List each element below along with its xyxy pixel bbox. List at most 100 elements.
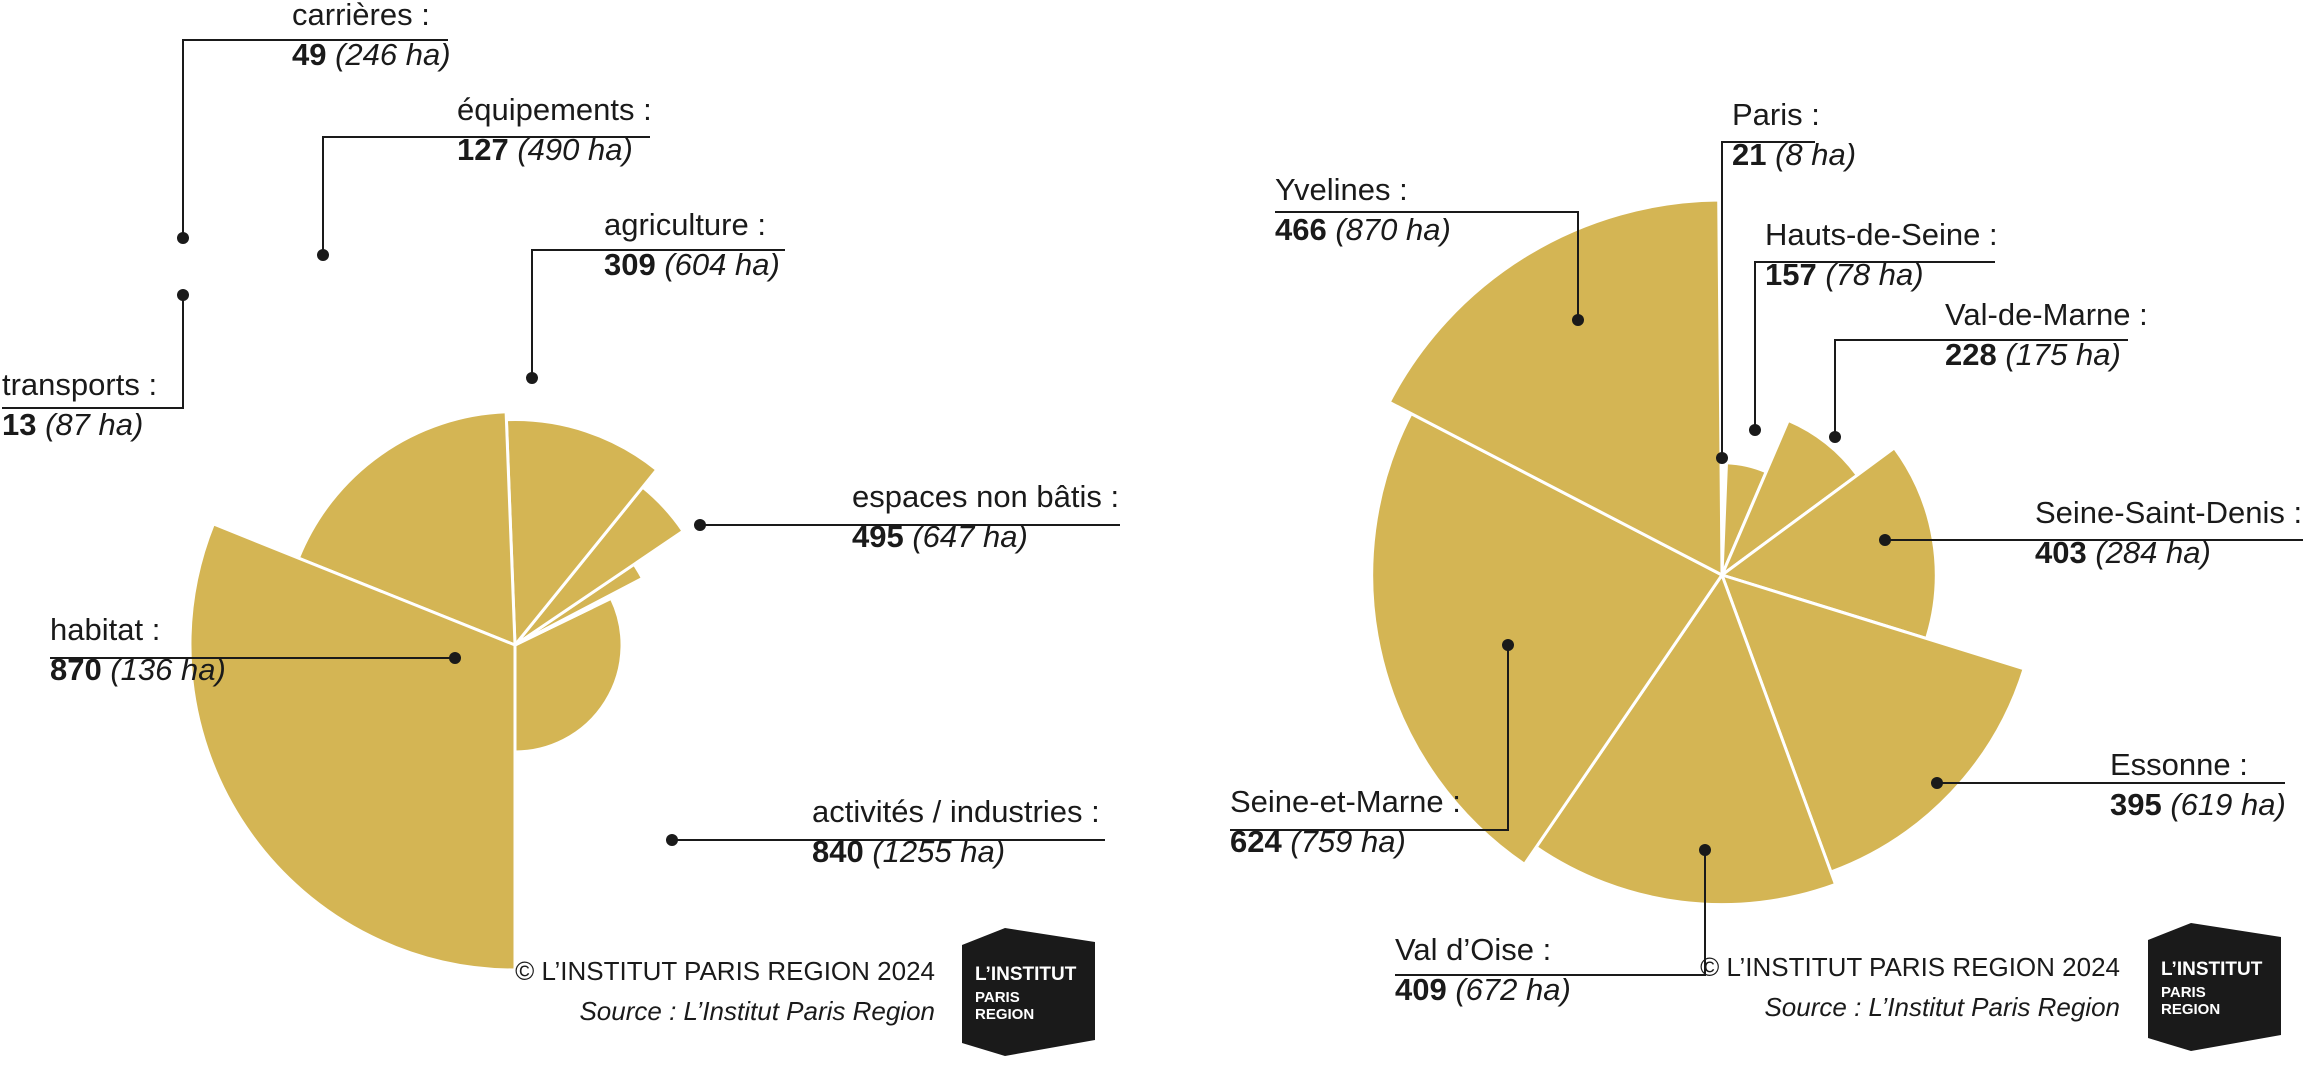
label-value-hauts-de-seine: 157 (78 ha)	[1765, 257, 1924, 292]
label-value-yvelines: 466 (870 ha)	[1275, 212, 1451, 247]
leader-dot-equipements	[317, 249, 329, 261]
area-equipements: (490 ha)	[517, 132, 632, 167]
label-name-yvelines: Yvelines :	[1275, 172, 1408, 207]
credit-left: © L’INSTITUT PARIS REGION 2024	[515, 956, 935, 986]
leader-dot-val-de-marne	[1829, 431, 1841, 443]
area-essonne: (619 ha)	[2170, 787, 2285, 822]
label-name-espaces-non-batis: espaces non bâtis :	[852, 479, 1119, 514]
slice-agriculture	[504, 418, 659, 647]
label-name-habitat: habitat :	[50, 612, 160, 647]
leader-line-val-d-oise	[1395, 850, 1706, 976]
label-name-transports: transports :	[2, 367, 157, 402]
logo-line1-right: L’INSTITUT	[2161, 959, 2263, 980]
leader-dot-agriculture	[526, 372, 538, 384]
leader-dot-transports	[177, 289, 189, 301]
label-value-seine-saint-denis: 403 (284 ha)	[2035, 535, 2211, 570]
label-value-val-d-oise: 409 (672 ha)	[1395, 972, 1571, 1007]
label-name-carrieres: carrières :	[292, 0, 430, 32]
label-name-essonne: Essonne :	[2110, 747, 2248, 782]
area-agriculture: (604 ha)	[664, 247, 779, 282]
logo-line2-right: PARIS	[2161, 984, 2206, 1001]
leader-line-seine-et-marne	[1230, 645, 1509, 831]
source-left: Source : L’Institut Paris Region	[579, 996, 935, 1026]
label-name-paris: Paris :	[1732, 97, 1820, 132]
label-value-espaces-non-batis: 495 (647 ha)	[852, 519, 1028, 554]
leader-dot-espaces-non-batis	[694, 519, 706, 531]
credit-block-right: © L’INSTITUT PARIS REGION 2024 Source : …	[1700, 923, 2281, 1051]
area-espaces-non-batis: (647 ha)	[912, 519, 1027, 554]
leader-dot-paris	[1716, 452, 1728, 464]
leader-dot-activites-industries	[666, 834, 678, 846]
value-espaces-non-batis: 495	[852, 519, 912, 554]
label-name-val-de-marne: Val-de-Marne :	[1945, 297, 2148, 332]
value-seine-saint-denis: 403	[2035, 535, 2095, 570]
value-paris: 21	[1732, 137, 1775, 172]
area-yvelines: (870 ha)	[1335, 212, 1450, 247]
credit-right: © L’INSTITUT PARIS REGION 2024	[1700, 952, 2120, 982]
area-paris: (8 ha)	[1775, 137, 1856, 172]
label-name-agriculture: agriculture :	[604, 207, 766, 242]
slice-val-de-marne	[1720, 418, 1859, 577]
chart-land-use: habitat : 870 (136 ha) transports : 13 (87 …	[2, 0, 1120, 972]
area-seine-saint-denis: (284 ha)	[2095, 535, 2210, 570]
value-yvelines: 466	[1275, 212, 1335, 247]
logo-line1-left: L’INSTITUT	[975, 964, 1077, 985]
leader-dot-seine-saint-denis	[1879, 534, 1891, 546]
leader-line-yvelines	[1275, 211, 1579, 320]
value-seine-et-marne: 624	[1230, 824, 1290, 859]
area-activites-industries: (1255 ha)	[872, 834, 1005, 869]
area-hauts-de-seine: (78 ha)	[1825, 257, 1923, 292]
logo-badge-right	[2148, 923, 2281, 1051]
value-transports: 13	[2, 407, 45, 442]
label-value-carrieres: 49 (246 ha)	[292, 37, 451, 72]
leader-line-carrieres	[182, 39, 448, 238]
label-name-seine-et-marne: Seine-et-Marne :	[1230, 784, 1461, 819]
leader-line-val-de-marne	[1834, 339, 2128, 437]
leader-line-agriculture	[531, 249, 785, 378]
area-val-de-marne: (175 ha)	[2005, 337, 2120, 372]
label-value-equipements: 127 (490 ha)	[457, 132, 633, 167]
value-hauts-de-seine: 157	[1765, 257, 1825, 292]
value-val-de-marne: 228	[1945, 337, 2005, 372]
area-carrieres: (246 ha)	[335, 37, 450, 72]
slice-espaces-non-batis	[296, 410, 517, 647]
logo-line3-left: REGION	[975, 1006, 1034, 1023]
leader-dot-yvelines	[1572, 314, 1584, 326]
leader-line-transports	[2, 295, 184, 409]
value-val-d-oise: 409	[1395, 972, 1455, 1007]
label-name-equipements: équipements :	[457, 92, 652, 127]
label-value-activites-industries: 840 (1255 ha)	[812, 834, 1005, 869]
leader-dot-seine-et-marne	[1502, 639, 1514, 651]
slice-val-d-oise	[1534, 573, 1837, 907]
slice-seine-et-marne	[1370, 412, 1724, 866]
leader-line-paris	[1721, 141, 1815, 458]
value-activites-industries: 840	[812, 834, 872, 869]
leader-dot-val-d-oise	[1699, 844, 1711, 856]
leader-dot-habitat	[449, 652, 461, 664]
credit-block-left: © L’INSTITUT PARIS REGION 2024 Source : …	[515, 928, 1095, 1056]
label-name-seine-saint-denis: Seine-Saint-Denis :	[2035, 495, 2302, 530]
label-name-activites-industries: activités / industries :	[812, 794, 1100, 829]
area-seine-et-marne: (759 ha)	[1290, 824, 1405, 859]
area-habitat: (136 ha)	[110, 652, 225, 687]
value-carrieres: 49	[292, 37, 335, 72]
area-transports: (87 ha)	[45, 407, 143, 442]
value-habitat: 870	[50, 652, 110, 687]
logo-badge-left	[962, 928, 1095, 1056]
leader-line-equipements	[322, 136, 650, 255]
slice-habitat	[513, 596, 624, 754]
leader-dot-essonne	[1931, 777, 1943, 789]
label-value-paris: 21 (8 ha)	[1732, 137, 1856, 172]
slice-yvelines	[1387, 198, 1724, 577]
label-value-agriculture: 309 (604 ha)	[604, 247, 780, 282]
label-name-val-d-oise: Val d’Oise :	[1395, 932, 1551, 967]
slice-essonne	[1720, 573, 2026, 874]
label-value-val-de-marne: 228 (175 ha)	[1945, 337, 2121, 372]
leader-dot-carrieres	[177, 232, 189, 244]
label-value-transports: 13 (87 ha)	[2, 407, 143, 442]
source-right: Source : L’Institut Paris Region	[1764, 992, 2120, 1022]
value-essonne: 395	[2110, 787, 2170, 822]
value-equipements: 127	[457, 132, 517, 167]
chart-departments: Paris : 21 (8 ha) Hauts-de-Seine : 157 (78 …	[1230, 97, 2303, 1007]
